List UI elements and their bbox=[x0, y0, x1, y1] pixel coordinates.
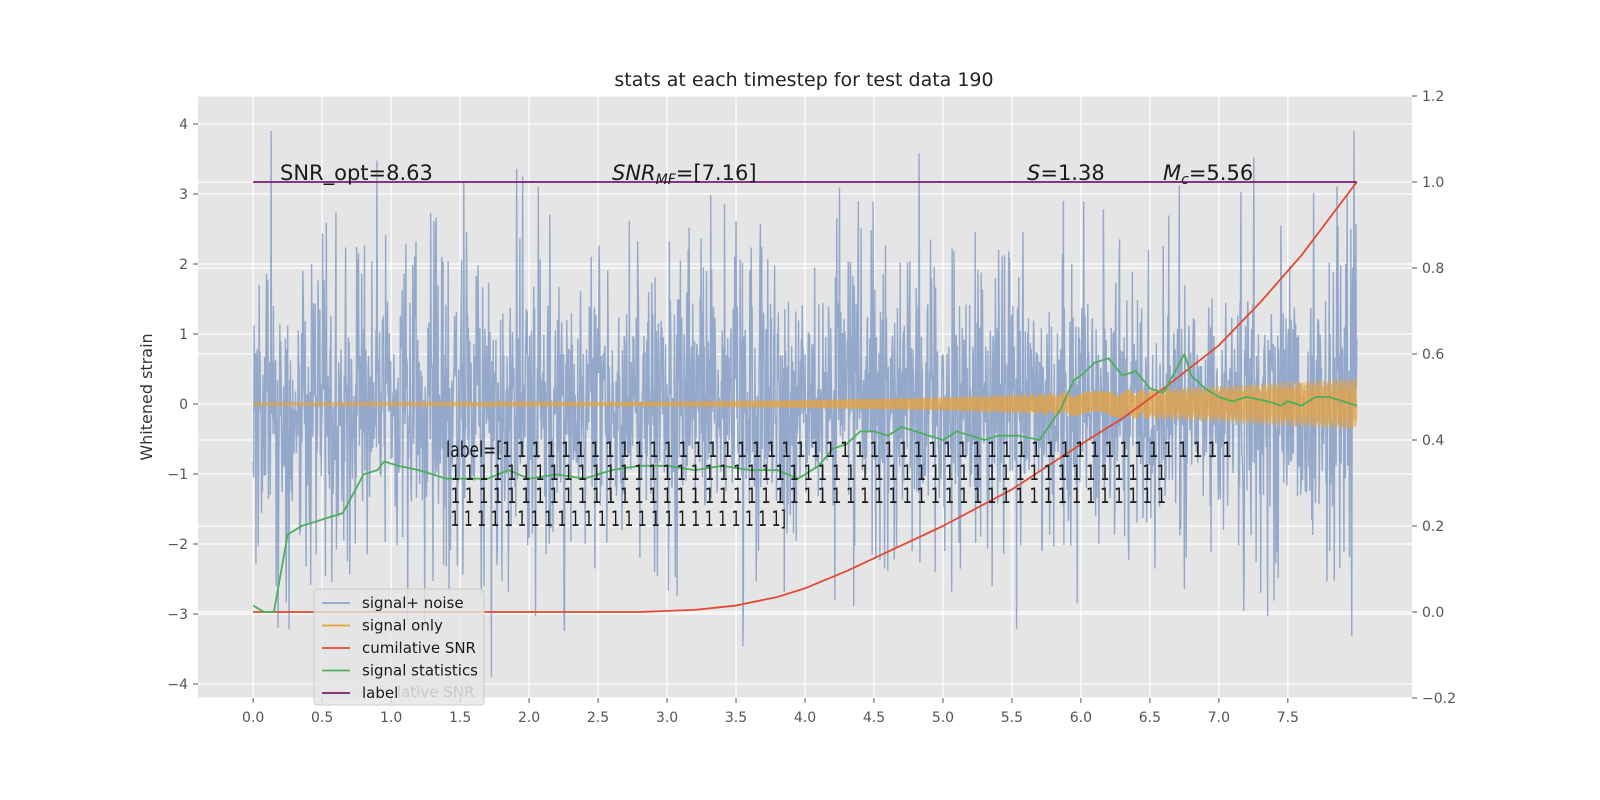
x-tick-label: 5.0 bbox=[932, 710, 954, 726]
legend-ghost-text: lative SNR bbox=[397, 683, 474, 701]
x-tick-label: 6.0 bbox=[1070, 710, 1092, 726]
y2-tick-label: 0.6 bbox=[1422, 347, 1444, 363]
annotation-snr-opt: SNR_opt=8.63 bbox=[280, 161, 433, 186]
legend-entry: label bbox=[362, 684, 398, 702]
y2-tick-label: 1.2 bbox=[1422, 89, 1444, 105]
x-tick-label: 3.5 bbox=[725, 710, 747, 726]
legend-entry: signal only bbox=[362, 617, 443, 635]
y-tick-label: 3 bbox=[179, 187, 188, 203]
x-tick-label: 6.5 bbox=[1139, 710, 1161, 726]
label-array-text: label=[1 1 1 1 1 1 1 1 1 1 1 1 1 1 1 1 1… bbox=[446, 438, 1232, 531]
y-tick-label: 1 bbox=[179, 327, 188, 343]
y2-tick-label: 0.8 bbox=[1422, 261, 1444, 277]
legend-box bbox=[313, 588, 485, 706]
y2-tick-label: 0.4 bbox=[1422, 433, 1444, 449]
x-tick-label: 1.5 bbox=[449, 710, 471, 726]
x-tick-label: 0.5 bbox=[311, 710, 333, 726]
legend: lative SNR signal+ noise signal only cumila… bbox=[313, 588, 485, 706]
legend-entry: cumilative SNR bbox=[362, 639, 476, 657]
y-tick-label: 4 bbox=[179, 117, 188, 133]
chart-title: stats at each timestep for test data 190 bbox=[614, 69, 993, 91]
y-tick-label: −4 bbox=[167, 677, 188, 693]
series-cumulative-snr bbox=[253, 181, 1358, 613]
y2-tick-label: 1.0 bbox=[1422, 175, 1444, 191]
y-tick-label: 0 bbox=[179, 397, 188, 413]
label-line: label=[1 1 1 1 1 1 1 1 1 1 1 1 1 1 1 1 1… bbox=[446, 438, 1232, 462]
x-tick-label: 0.0 bbox=[242, 710, 264, 726]
series-signal-only bbox=[252, 378, 1358, 430]
x-tick-label: 7.5 bbox=[1277, 710, 1299, 726]
x-tick-label: 2.0 bbox=[518, 710, 540, 726]
annotation-mc: Mc=5.56 bbox=[1163, 161, 1253, 188]
y-axis-label: Whitened strain bbox=[137, 333, 156, 460]
x-tick-label: 3.0 bbox=[656, 710, 678, 726]
x-tick-label: 2.5 bbox=[587, 710, 609, 726]
x-tick-label: 4.0 bbox=[794, 710, 816, 726]
label-line: 1 1 1 1 1 1 1 1 1 1 1 1 1 1 1 1 1 1 1 1 … bbox=[446, 507, 786, 531]
x-tick-label: 7.0 bbox=[1208, 710, 1230, 726]
label-line: 1 1 1 1 1 1 1 1 1 1 1 1 1 1 1 1 1 1 1 1 … bbox=[446, 461, 1166, 485]
legend-entry: signal statistics bbox=[362, 662, 478, 680]
x-tick-label: 5.5 bbox=[1001, 710, 1023, 726]
y-tick-label: −3 bbox=[167, 607, 188, 623]
annotation-s: S=1.38 bbox=[1027, 161, 1105, 185]
y2-tick-label: 0.2 bbox=[1422, 519, 1444, 535]
y-tick-label: −1 bbox=[167, 467, 188, 483]
y2-tick-label: −0.2 bbox=[1422, 691, 1456, 707]
label-line: 1 1 1 1 1 1 1 1 1 1 1 1 1 1 1 1 1 1 1 1 … bbox=[446, 484, 1166, 508]
y-tick-label: −2 bbox=[167, 537, 188, 553]
axes: 0.0 0.5 1.0 1.5 2.0 2.5 3.0 3.5 4.0 4.5 5.0 5.5 6.0 6… bbox=[167, 89, 1456, 726]
series-layer bbox=[252, 130, 1358, 678]
y-tick-label: 2 bbox=[179, 257, 188, 273]
series-signal-statistics bbox=[252, 353, 1358, 613]
series-signal-noise bbox=[252, 130, 1358, 678]
legend-entry: signal+ noise bbox=[362, 594, 464, 612]
x-tick-label: 4.5 bbox=[863, 710, 885, 726]
annotation-snr-mf: SNRMF=[7.16] bbox=[612, 161, 757, 188]
y2-tick-label: 0.0 bbox=[1422, 605, 1444, 621]
x-tick-label: 1.0 bbox=[380, 710, 402, 726]
